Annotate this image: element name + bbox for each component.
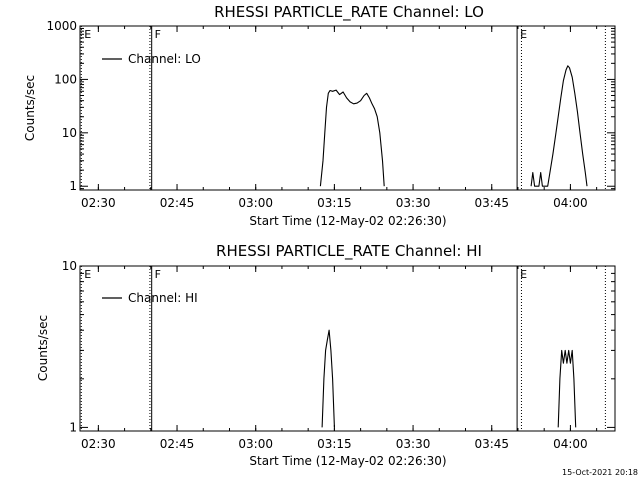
x-axis-label-lo: Start Time (12-May-02 02:26:30) [249,214,446,228]
series-line [557,349,577,428]
panel-hi: RHESSI PARTICLE_RATE Channel: HI Counts/… [36,242,616,468]
x-tick-label: 02:30 [81,196,116,210]
series-line [321,329,335,428]
y-axis-label-hi: Counts/sec [36,315,50,381]
legend-label-hi: Channel: HI [128,291,198,305]
y-tick-label: 10 [62,126,77,140]
time-marker-label: E [520,268,527,281]
footer-timestamp: 15-Oct-2021 20:18 [562,468,638,477]
x-tick-label: 02:45 [160,196,195,210]
x-axis-label-hi: Start Time (12-May-02 02:26:30) [249,454,446,468]
x-tick-label: 03:45 [474,196,509,210]
x-tick-label: 03:00 [238,437,273,451]
time-marker-label: E [84,28,91,41]
x-tick-label: 03:15 [317,437,352,451]
x-tick-label: 04:00 [553,437,588,451]
x-tick-label: 03:30 [396,196,431,210]
y-axis-label-lo: Counts/sec [23,75,37,141]
series-line [530,65,588,187]
chart-title-lo: RHESSI PARTICLE_RATE Channel: LO [214,3,484,22]
plot-frame [79,265,616,432]
x-tick-label: 03:15 [317,196,352,210]
x-tick-label: 03:00 [238,196,273,210]
y-tick-label: 1 [69,179,77,193]
time-marker-label: E [520,28,527,41]
chart-title-hi: RHESSI PARTICLE_RATE Channel: HI [216,242,482,261]
panel-lo: RHESSI PARTICLE_RATE Channel: LO Counts/… [23,3,616,228]
x-tick-label: 02:45 [160,437,195,451]
y-tick-label: 1 [69,420,77,434]
y-tick-label: 100 [54,72,77,86]
x-tick-label: 04:00 [553,196,588,210]
y-tick-label: 10 [62,259,77,273]
time-marker-label: E [84,268,91,281]
series-line [319,89,385,187]
y-tick-label: 1000 [46,19,77,33]
x-tick-label: 03:30 [396,437,431,451]
x-tick-label: 03:45 [474,437,509,451]
legend-label-lo: Channel: LO [128,52,201,66]
time-marker-label: F [155,268,161,281]
time-marker-label: F [155,28,161,41]
plot-frame [79,25,616,191]
x-tick-label: 02:30 [81,437,116,451]
